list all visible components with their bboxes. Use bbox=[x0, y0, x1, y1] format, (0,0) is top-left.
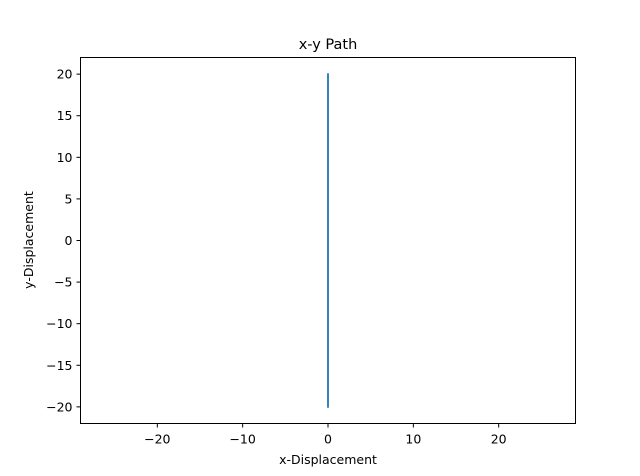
x-tick-label: 0 bbox=[324, 432, 332, 447]
y-axis-ticks: −20 −15 −10 −5 0 5 10 15 20 bbox=[46, 67, 81, 414]
x-tick-label: 10 bbox=[405, 432, 421, 447]
y-tick-label: −10 bbox=[46, 316, 72, 331]
y-tick-label: 5 bbox=[65, 191, 73, 206]
x-tick-label: 20 bbox=[491, 432, 507, 447]
x-tick-label: −10 bbox=[229, 432, 255, 447]
y-tick-label: 15 bbox=[57, 108, 73, 123]
y-tick-label: −15 bbox=[46, 358, 72, 373]
y-tick-label: 10 bbox=[57, 150, 73, 165]
y-tick-label: 0 bbox=[65, 233, 73, 248]
y-tick-label: −5 bbox=[54, 275, 72, 290]
x-tick-label: −20 bbox=[144, 432, 170, 447]
y-tick-label: −20 bbox=[46, 399, 72, 414]
plot-frame bbox=[80, 57, 576, 424]
y-tick-label: 20 bbox=[57, 67, 73, 82]
chart-title: x-y Path bbox=[299, 37, 358, 53]
y-axis-label: y-Displacement bbox=[21, 191, 36, 289]
x-axis-label: x-Displacement bbox=[279, 452, 377, 467]
x-axis-ticks: −20 −10 0 10 20 bbox=[144, 423, 507, 447]
